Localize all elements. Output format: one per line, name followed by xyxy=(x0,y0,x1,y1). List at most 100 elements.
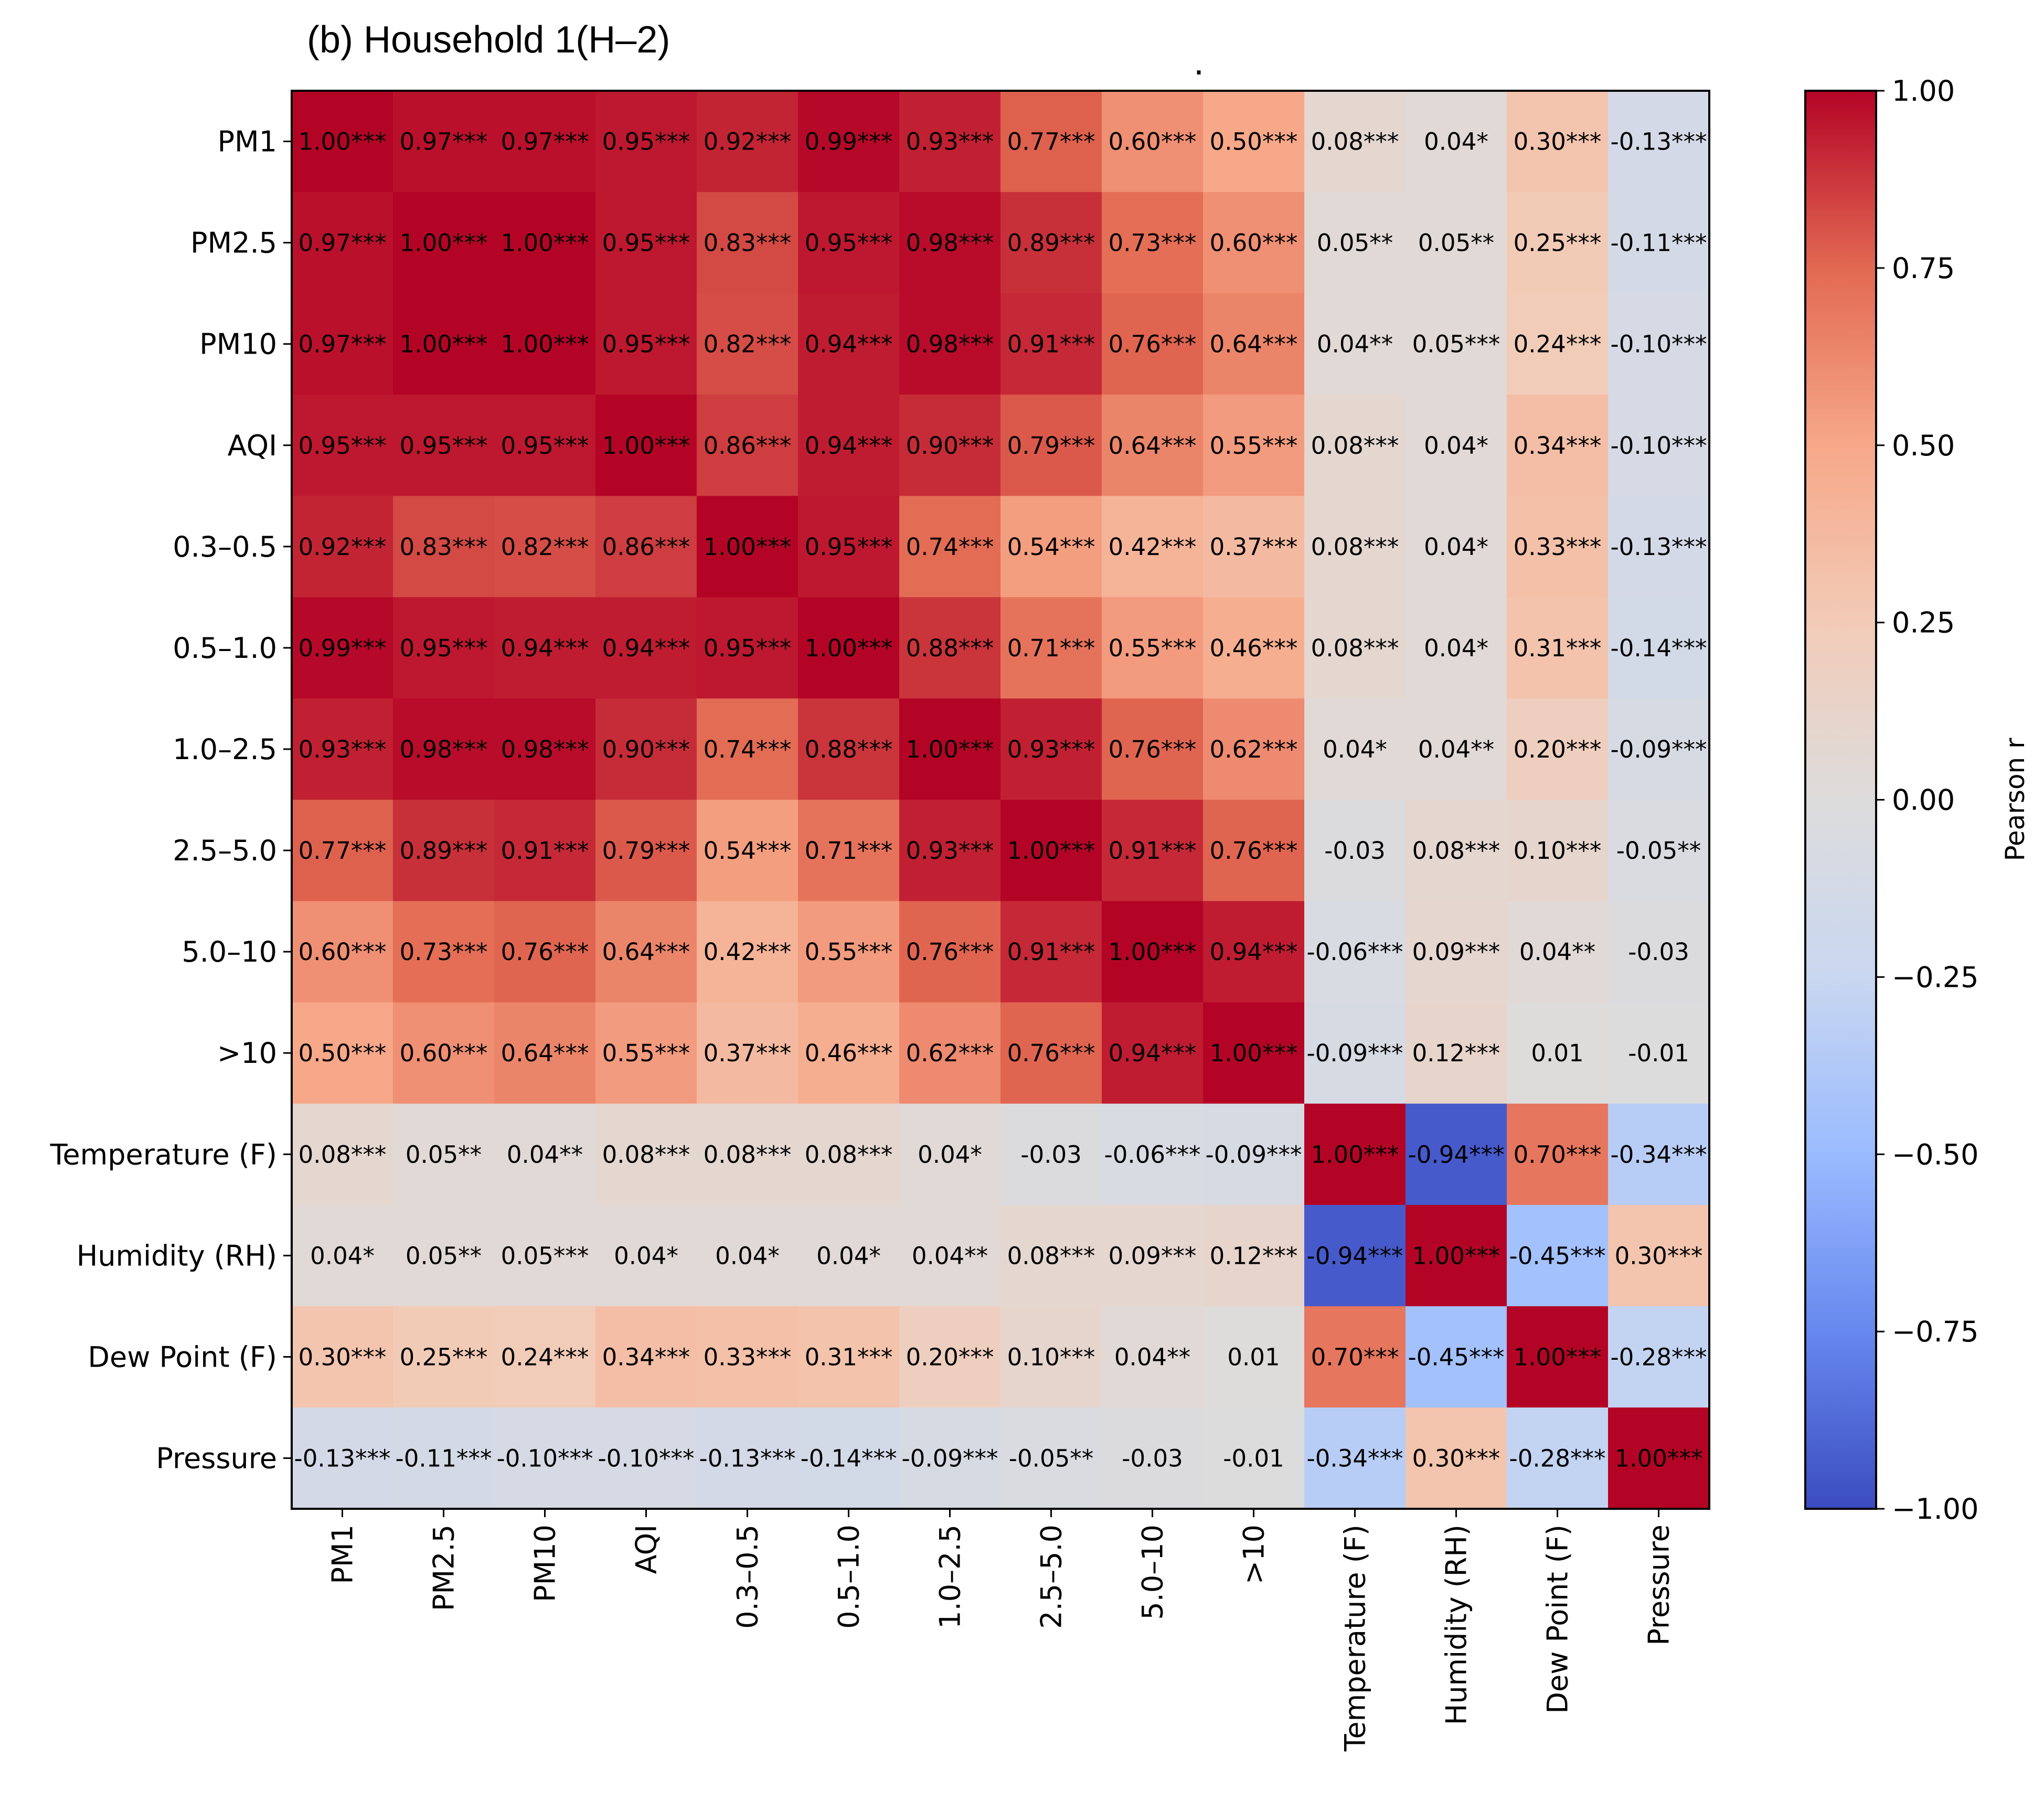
cell-annotation: 0.04* xyxy=(1424,634,1488,662)
cell-annotation: 0.91*** xyxy=(501,837,589,865)
cell-annotation: 0.34*** xyxy=(1514,432,1602,460)
heatmap-cell xyxy=(292,91,393,193)
cell-annotation: 0.31*** xyxy=(1514,634,1602,662)
heatmap-cell xyxy=(1000,1306,1102,1408)
heatmap-cell xyxy=(595,597,697,699)
cell-annotation: 0.04** xyxy=(1519,938,1595,966)
heatmap-cell xyxy=(1102,395,1204,496)
heatmap-cell xyxy=(697,698,799,801)
heatmap-cell xyxy=(1304,1205,1406,1307)
heatmap-cell xyxy=(1406,91,1507,193)
heatmap-cell xyxy=(899,1002,1001,1104)
heatmap-cell xyxy=(1000,496,1102,598)
cell-annotation: 0.05** xyxy=(406,1141,482,1168)
cell-annotation: 0.24*** xyxy=(501,1343,589,1371)
cell-annotation: 0.94*** xyxy=(501,634,589,662)
cell-annotation: 0.94*** xyxy=(805,432,893,460)
heatmap-cell xyxy=(697,1306,799,1408)
heatmap-cell xyxy=(1203,1407,1305,1509)
cell-annotation: -0.06*** xyxy=(1104,1141,1201,1168)
cell-annotation: 0.62*** xyxy=(906,1039,994,1067)
cell-annotation: 0.93*** xyxy=(1007,736,1095,763)
cell-annotation: 1.00*** xyxy=(1615,1444,1703,1472)
cell-annotation: 0.08*** xyxy=(1311,634,1399,662)
heatmap-cell xyxy=(292,698,393,801)
cell-annotation: 0.83*** xyxy=(704,229,792,257)
heatmap-cell xyxy=(1406,1306,1507,1408)
heatmap-cell xyxy=(595,901,697,1003)
cell-annotation: 1.00*** xyxy=(1412,1242,1500,1270)
cell-annotation: -0.05** xyxy=(1616,837,1701,865)
cell-annotation: 0.89*** xyxy=(1007,229,1095,257)
heatmap-cell xyxy=(595,800,697,902)
colorbar-gradient xyxy=(1805,91,1876,1509)
heatmap-cell xyxy=(595,1002,697,1104)
heatmap-cell xyxy=(494,192,596,294)
heatmap-cell xyxy=(292,395,393,496)
heatmap-cell xyxy=(697,91,799,193)
heatmap-cell xyxy=(1102,597,1204,699)
cell-annotation: 1.00*** xyxy=(1311,1141,1399,1168)
cell-annotation: 0.82*** xyxy=(501,533,589,561)
x-tick-label: PM1 xyxy=(326,1525,359,1584)
cell-annotation: 0.70*** xyxy=(1311,1343,1399,1371)
heatmap-cell xyxy=(292,1205,393,1307)
cell-annotation: 0.50*** xyxy=(1210,128,1298,156)
heatmap-cell xyxy=(595,1306,697,1408)
heatmap-cell xyxy=(595,698,697,801)
heatmap-cell xyxy=(393,800,495,902)
cell-annotation: 0.04** xyxy=(1114,1343,1190,1371)
cell-annotation: 0.31*** xyxy=(805,1343,893,1371)
cell-annotation: -0.10*** xyxy=(1611,331,1707,358)
cell-annotation: 0.54*** xyxy=(704,837,792,865)
cell-annotation: -0.03 xyxy=(1628,938,1689,966)
cell-annotation: 0.60*** xyxy=(299,938,387,966)
cell-annotation: 0.62*** xyxy=(1210,736,1298,763)
heatmap-cell xyxy=(1000,1002,1102,1104)
heatmap-cell xyxy=(899,901,1001,1003)
heatmap-cell xyxy=(1304,91,1406,193)
heatmap-cell xyxy=(393,395,495,496)
y-tick-label: 5.0–10 xyxy=(182,935,277,968)
heatmap-cell xyxy=(1608,597,1710,699)
heatmap-cell xyxy=(899,91,1001,193)
y-tick-label: 1.0–2.5 xyxy=(173,733,277,766)
cell-annotation: 0.05*** xyxy=(1412,331,1500,358)
heatmap-cell xyxy=(899,698,1001,801)
y-tick-label: Pressure xyxy=(156,1442,277,1475)
cell-annotation: 0.09*** xyxy=(1412,938,1500,966)
x-tick-label: 0.5–1.0 xyxy=(833,1525,866,1629)
heatmap-cell xyxy=(798,1407,900,1509)
heatmap-cell xyxy=(393,1306,495,1408)
heatmap-cell xyxy=(1608,496,1710,598)
heatmap-cell xyxy=(1102,901,1204,1003)
cell-annotation: 0.25*** xyxy=(400,1343,488,1371)
cell-annotation: -0.94*** xyxy=(1408,1141,1505,1168)
x-axis: PM1 PM2.5 PM10 AQI 0.3–0.5 0.5–1.0 1.0–2.5 2.5–… xyxy=(326,1509,1676,1752)
cell-annotation: 0.60*** xyxy=(400,1039,488,1067)
x-tick-label: Humidity (RH) xyxy=(1440,1525,1473,1725)
heatmap-cell xyxy=(1507,496,1609,598)
cell-annotation: -0.01 xyxy=(1628,1039,1689,1067)
heatmap-cell xyxy=(494,901,596,1003)
cell-annotation: 0.24*** xyxy=(1514,331,1602,358)
cell-annotation: -0.11*** xyxy=(1611,229,1707,257)
cell-annotation: 0.83*** xyxy=(400,533,488,561)
cell-annotation: -0.01 xyxy=(1223,1444,1284,1472)
heatmap-cell xyxy=(1608,395,1710,496)
heatmap-cell xyxy=(1304,1306,1406,1408)
heatmap-cell xyxy=(494,1306,596,1408)
heatmap-cell xyxy=(1000,192,1102,294)
cell-annotation: 0.25*** xyxy=(1514,229,1602,257)
heatmap-cell xyxy=(1608,192,1710,294)
heatmap-cell xyxy=(494,1002,596,1104)
heatmap-cell xyxy=(1000,293,1102,395)
heatmap-cell xyxy=(1203,91,1305,193)
heatmap-cell xyxy=(1000,901,1102,1003)
cell-annotation: 0.04* xyxy=(715,1242,780,1270)
heatmap-cell xyxy=(1304,395,1406,496)
cell-annotation: 0.04* xyxy=(1424,128,1488,156)
cell-annotation: 0.37*** xyxy=(704,1039,792,1067)
cell-annotation: -0.34*** xyxy=(1611,1141,1707,1168)
heatmap-cell xyxy=(1000,91,1102,193)
